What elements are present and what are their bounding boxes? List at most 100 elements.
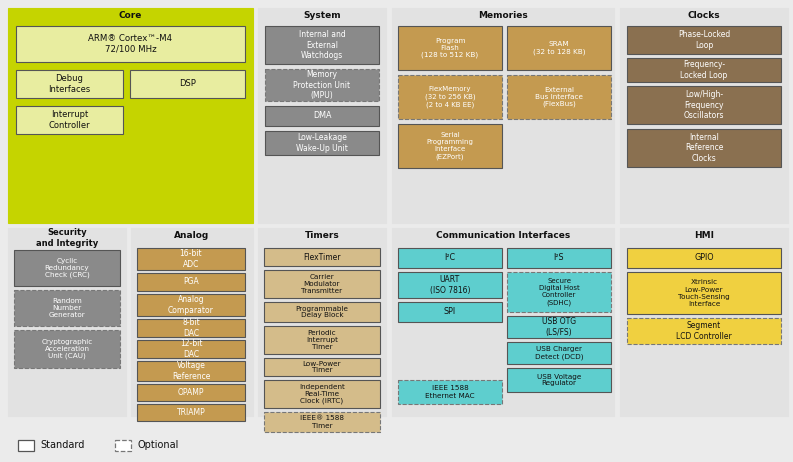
Text: 8-bit
DAC: 8-bit DAC	[182, 318, 200, 338]
FancyBboxPatch shape	[507, 26, 611, 70]
Text: System: System	[303, 12, 341, 20]
Text: DSP: DSP	[179, 79, 196, 89]
FancyBboxPatch shape	[398, 124, 502, 168]
Text: Phase-Locked
Loop: Phase-Locked Loop	[678, 30, 730, 50]
Text: Internal and
External
Watchdogs: Internal and External Watchdogs	[299, 30, 346, 60]
FancyBboxPatch shape	[627, 272, 781, 314]
Text: Independent
Real-Time
Clock (IRTC): Independent Real-Time Clock (IRTC)	[299, 384, 345, 404]
FancyBboxPatch shape	[14, 330, 120, 368]
Text: SPI: SPI	[444, 308, 456, 316]
FancyBboxPatch shape	[620, 228, 788, 416]
FancyBboxPatch shape	[14, 290, 120, 326]
FancyBboxPatch shape	[264, 302, 380, 322]
Text: PGA: PGA	[183, 278, 199, 286]
FancyBboxPatch shape	[265, 69, 379, 101]
FancyBboxPatch shape	[131, 228, 253, 416]
FancyBboxPatch shape	[137, 273, 245, 291]
Text: Core: Core	[119, 12, 142, 20]
Text: OPAMP: OPAMP	[178, 388, 205, 397]
Text: Cyclic
Redundancy
Check (CRC): Cyclic Redundancy Check (CRC)	[44, 258, 90, 278]
Text: Standard: Standard	[40, 440, 84, 450]
Text: Random
Number
Generator: Random Number Generator	[48, 298, 86, 318]
Text: SRAM
(32 to 128 KB): SRAM (32 to 128 KB)	[533, 41, 585, 55]
Text: Analog
Comparator: Analog Comparator	[168, 295, 214, 315]
FancyBboxPatch shape	[137, 340, 245, 358]
FancyBboxPatch shape	[16, 70, 123, 98]
Text: 12-bit
DAC: 12-bit DAC	[180, 339, 202, 359]
FancyBboxPatch shape	[137, 361, 245, 381]
FancyBboxPatch shape	[137, 404, 245, 421]
FancyBboxPatch shape	[264, 358, 380, 376]
Text: Security
and Integrity: Security and Integrity	[36, 228, 98, 248]
Text: Memories: Memories	[478, 12, 528, 20]
Text: FlexMemory
(32 to 256 KB)
(2 to 4 KB EE): FlexMemory (32 to 256 KB) (2 to 4 KB EE)	[425, 86, 475, 108]
Text: 16-bit
ADC: 16-bit ADC	[180, 249, 202, 269]
FancyBboxPatch shape	[265, 106, 379, 126]
FancyBboxPatch shape	[137, 384, 245, 401]
FancyBboxPatch shape	[264, 270, 380, 298]
Text: Segment
LCD Controller: Segment LCD Controller	[676, 321, 732, 340]
FancyBboxPatch shape	[264, 380, 380, 408]
Text: Secure
Digital Host
Controller
(SDHC): Secure Digital Host Controller (SDHC)	[538, 278, 580, 306]
FancyBboxPatch shape	[627, 58, 781, 82]
Text: TRIAMP: TRIAMP	[177, 408, 205, 417]
FancyBboxPatch shape	[265, 26, 379, 64]
FancyBboxPatch shape	[627, 248, 781, 268]
FancyBboxPatch shape	[507, 75, 611, 119]
Text: Serial
Programming
Interface
(EZPort): Serial Programming Interface (EZPort)	[427, 132, 473, 160]
FancyBboxPatch shape	[398, 302, 502, 322]
FancyBboxPatch shape	[137, 248, 245, 270]
FancyBboxPatch shape	[507, 316, 611, 338]
Text: Low-Leakage
Wake-Up Unit: Low-Leakage Wake-Up Unit	[296, 134, 348, 153]
Text: Cryptographic
Acceleration
Unit (CAU): Cryptographic Acceleration Unit (CAU)	[41, 339, 93, 359]
Text: Voltage
Reference: Voltage Reference	[172, 361, 210, 381]
Text: Analog: Analog	[174, 231, 209, 241]
Text: Low/High-
Frequency
Oscillators: Low/High- Frequency Oscillators	[684, 90, 724, 120]
Text: IEEE 1588
Ethernet MAC: IEEE 1588 Ethernet MAC	[425, 385, 475, 399]
Text: External
Bus Interface
(FlexBus): External Bus Interface (FlexBus)	[535, 87, 583, 107]
Text: Internal
Reference
Clocks: Internal Reference Clocks	[685, 133, 723, 163]
FancyBboxPatch shape	[130, 70, 245, 98]
Text: Programmable
Delay Block: Programmable Delay Block	[296, 305, 348, 318]
Text: Debug
Interfaces: Debug Interfaces	[48, 74, 90, 94]
FancyBboxPatch shape	[8, 228, 126, 416]
FancyBboxPatch shape	[627, 318, 781, 344]
FancyBboxPatch shape	[398, 248, 502, 268]
FancyBboxPatch shape	[14, 250, 120, 286]
FancyBboxPatch shape	[398, 272, 502, 298]
Text: Communication Interfaces: Communication Interfaces	[436, 231, 570, 241]
Text: Xtrinsic
Low-Power
Touch-Sensing
Interface: Xtrinsic Low-Power Touch-Sensing Interfa…	[678, 280, 730, 306]
FancyBboxPatch shape	[392, 228, 614, 416]
Text: USB Charger
Detect (DCD): USB Charger Detect (DCD)	[534, 346, 583, 360]
FancyBboxPatch shape	[627, 26, 781, 54]
Text: ARM® Cortex™-M4
72/100 MHz: ARM® Cortex™-M4 72/100 MHz	[89, 34, 173, 54]
FancyBboxPatch shape	[392, 8, 614, 223]
Text: UART
(ISO 7816): UART (ISO 7816)	[430, 275, 470, 295]
Text: Interrupt
Controller: Interrupt Controller	[48, 110, 90, 130]
FancyBboxPatch shape	[398, 75, 502, 119]
FancyBboxPatch shape	[137, 294, 245, 316]
FancyBboxPatch shape	[16, 26, 245, 62]
FancyBboxPatch shape	[620, 8, 788, 223]
Text: Optional: Optional	[137, 440, 178, 450]
FancyBboxPatch shape	[398, 26, 502, 70]
Text: Carrier
Modulator
Transmitter: Carrier Modulator Transmitter	[301, 274, 343, 294]
FancyBboxPatch shape	[258, 8, 386, 223]
FancyBboxPatch shape	[627, 86, 781, 124]
FancyBboxPatch shape	[264, 326, 380, 354]
FancyBboxPatch shape	[115, 440, 131, 451]
FancyBboxPatch shape	[264, 412, 380, 432]
FancyBboxPatch shape	[507, 368, 611, 392]
Text: Low-Power
Timer: Low-Power Timer	[303, 360, 341, 373]
Text: I²C: I²C	[444, 254, 455, 262]
Text: GPIO: GPIO	[694, 254, 714, 262]
FancyBboxPatch shape	[265, 131, 379, 155]
Text: IEEE® 1588
Timer: IEEE® 1588 Timer	[300, 415, 344, 428]
Text: I²S: I²S	[554, 254, 565, 262]
Text: Memory
Protection Unit
(MPU): Memory Protection Unit (MPU)	[293, 70, 351, 100]
Text: Periodic
Interrupt
Timer: Periodic Interrupt Timer	[306, 330, 338, 350]
FancyBboxPatch shape	[16, 106, 123, 134]
Text: USB Voltage
Regulator: USB Voltage Regulator	[537, 373, 581, 387]
FancyBboxPatch shape	[507, 248, 611, 268]
FancyBboxPatch shape	[507, 342, 611, 364]
